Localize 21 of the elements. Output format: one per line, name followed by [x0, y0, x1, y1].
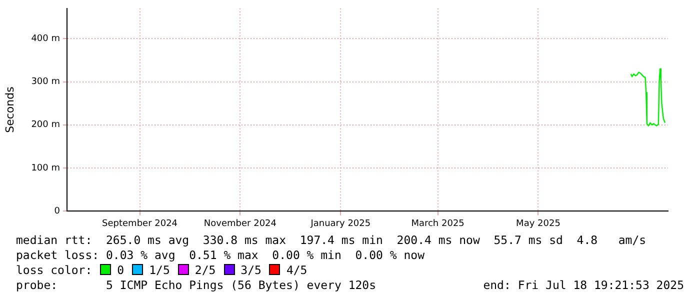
y-tick-label: 300 m [31, 77, 60, 88]
x-tick-label: November 2024 [204, 218, 277, 229]
legend-label: 3/5 [240, 263, 262, 277]
text: end: Fri Jul 18 19:21:53 2025 [483, 278, 684, 293]
legend-label: 0 [117, 263, 124, 277]
legend-label: 4/5 [286, 263, 308, 277]
x-tick-label: March 2025 [411, 218, 464, 229]
y-tick-label: 100 m [31, 163, 60, 174]
text: median rtt: 265.0 ms avg 330.8 ms max 197.4 ms min 200.4 ms now 55.7 ms sd 4.8 am/s [16, 233, 648, 248]
y-tick-label: 400 m [31, 34, 60, 44]
x-tick-label: May 2025 [516, 218, 560, 229]
text: packet loss: 0.03 % avg 0.51 % max 0.00 % min 0.00 % now [16, 248, 426, 263]
legend-label: 1/5 [149, 263, 170, 277]
y-tick-label: 200 m [31, 120, 60, 130]
text: probe: 5 ICMP Echo Pings (56 Bytes) every 120s [16, 278, 376, 293]
legend-title: loss color: [16, 263, 92, 277]
x-tick-label: September 2024 [102, 218, 178, 229]
x-tick-label: January 2025 [310, 218, 371, 229]
y-tick-label: 0 [54, 206, 60, 217]
legend-label: 2/5 [194, 263, 216, 277]
y-axis-title: Seconds [3, 86, 16, 133]
